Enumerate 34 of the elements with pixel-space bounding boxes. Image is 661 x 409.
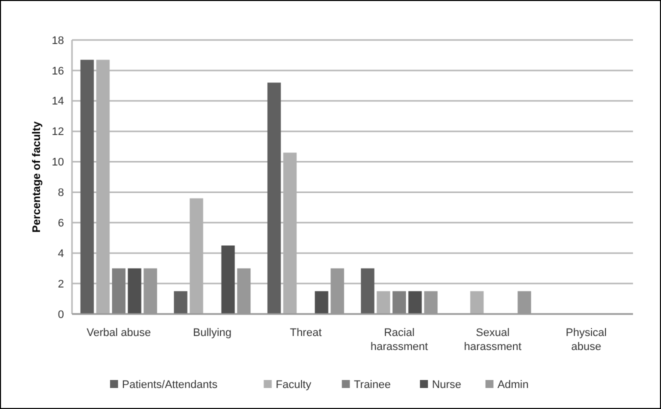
bar xyxy=(267,82,281,314)
x-tick-label: Threat xyxy=(290,327,322,339)
bar xyxy=(128,268,142,314)
bar xyxy=(376,291,390,314)
y-tick-label: 12 xyxy=(52,126,64,138)
y-tick-label: 10 xyxy=(52,156,64,169)
legend-label: Trainee xyxy=(354,378,391,391)
bar xyxy=(221,246,235,314)
x-tick-label: Bullying xyxy=(192,327,232,339)
x-tick-label: Verbal abuse xyxy=(86,327,151,339)
x-tick-label: Racial harassment xyxy=(370,327,428,353)
y-tick-label: 8 xyxy=(58,187,64,200)
bar xyxy=(470,291,484,314)
x-tick-label: Physical abuse xyxy=(566,327,607,353)
legend-label: Faculty xyxy=(276,378,312,391)
legend-label: Admin xyxy=(497,378,529,391)
bar xyxy=(80,60,94,314)
y-tick-label: 6 xyxy=(58,218,64,230)
y-axis-title: Percentage of faculty xyxy=(31,120,43,233)
legend-label: Nurse xyxy=(432,378,462,391)
y-tick-label: 18 xyxy=(52,34,64,47)
bar xyxy=(112,268,126,314)
bar xyxy=(360,268,374,314)
legend-label: Patients/Attendants xyxy=(122,378,218,391)
bar xyxy=(392,291,406,314)
bar xyxy=(408,291,422,314)
bar xyxy=(314,291,328,314)
y-tick-label: 14 xyxy=(52,96,64,108)
x-tick-label: Sexual harassment xyxy=(464,327,522,353)
y-tick-label: 2 xyxy=(58,278,64,290)
y-tick-label: 0 xyxy=(58,308,64,321)
bar xyxy=(174,291,188,314)
y-tick-label: 4 xyxy=(58,248,64,260)
y-tick-label: 16 xyxy=(52,65,64,78)
